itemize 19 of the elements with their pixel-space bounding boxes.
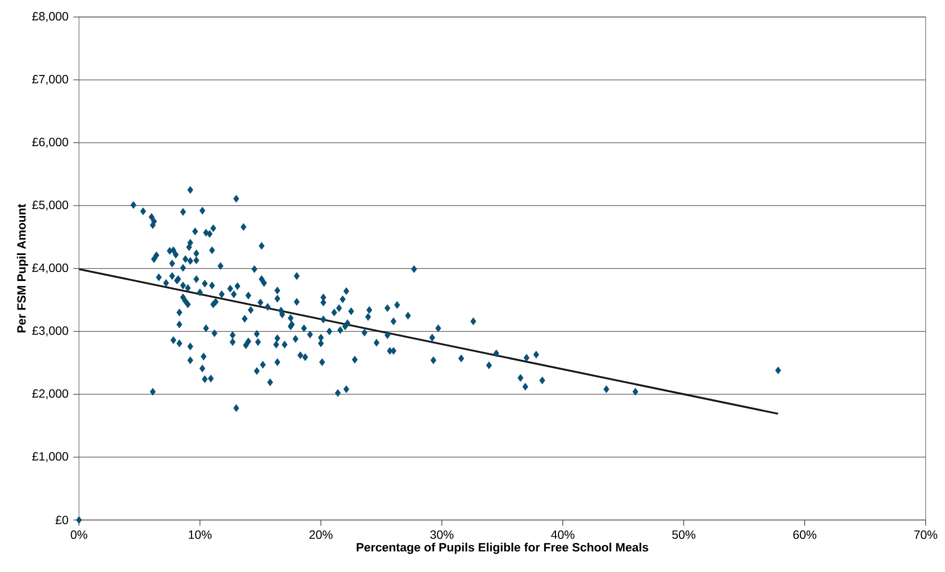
y-axis-title: Per FSM Pupil Amount [16, 204, 28, 332]
x-tick-label: 20% [310, 530, 332, 539]
x-axis-title: Percentage of Pupils Eligible for Free School Meals [356, 542, 648, 554]
y-tick-label: £8,000 [32, 12, 68, 22]
y-tick-label: £7,000 [32, 74, 68, 85]
y-tick-label: £6,000 [32, 138, 68, 148]
x-tick-label: 10% [188, 530, 212, 539]
x-tick-label: 30% [430, 530, 454, 539]
y-tick-label: £4,000 [32, 264, 68, 274]
y-tick-label: £3,000 [32, 326, 68, 336]
x-tick-label: 60% [793, 530, 816, 539]
x-tick-label: 40% [551, 530, 574, 539]
x-tick-label: 0% [70, 530, 88, 539]
y-tick-label: £5,000 [32, 200, 68, 211]
x-tick-label: 50% [672, 530, 696, 539]
y-tick-label: £1,000 [32, 452, 68, 462]
y-tick-label: £0 [56, 516, 68, 524]
x-tick-label: 70% [914, 530, 938, 539]
y-tick-label: £2,000 [32, 389, 68, 400]
